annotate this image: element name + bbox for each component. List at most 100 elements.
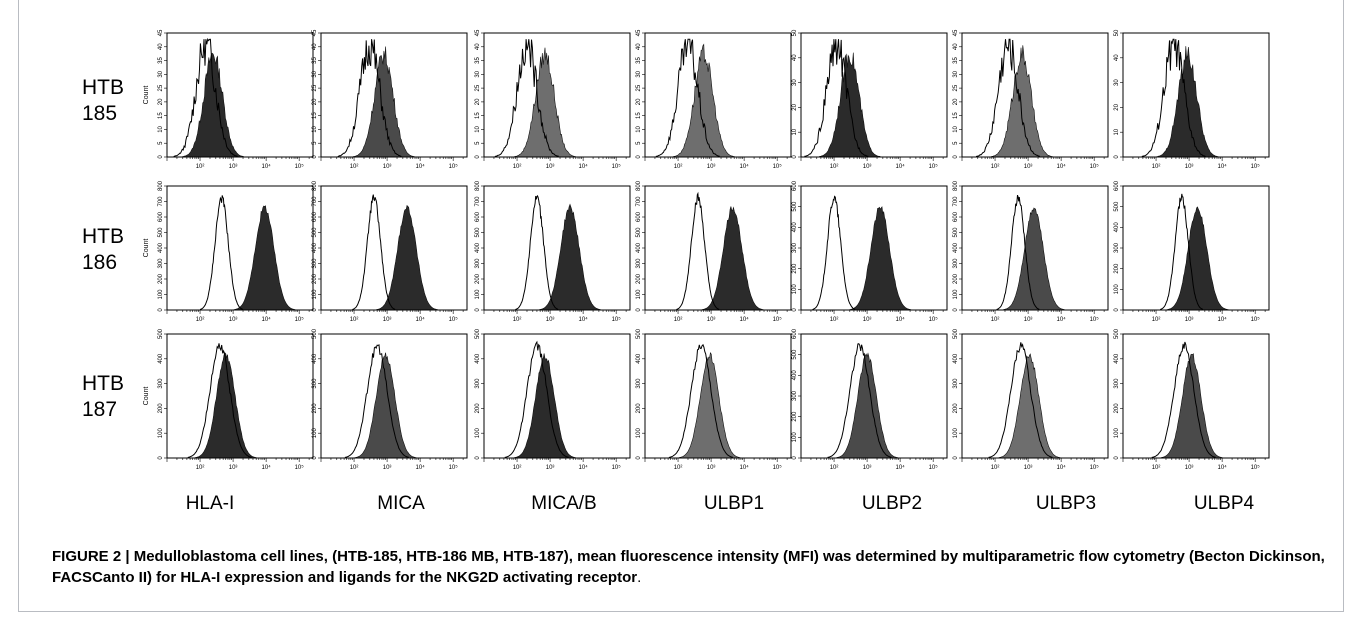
y-tick-label: 0 <box>636 308 642 312</box>
y-tick-label: 300 <box>312 378 318 389</box>
y-tick-label: 50 <box>792 29 798 36</box>
y-tick-label: 0 <box>636 155 642 159</box>
y-tick-label: 300 <box>792 390 798 401</box>
y-tick-label: 400 <box>475 242 481 253</box>
y-tick-label: 800 <box>953 180 959 191</box>
stained-histogram <box>233 205 296 311</box>
y-tick-label: 40 <box>636 43 642 50</box>
y-tick-label: 0 <box>792 155 798 159</box>
x-tick-label: 10⁵ <box>612 163 622 170</box>
y-tick-label: 30 <box>953 70 959 77</box>
histogram-htb-185-mica: 10² 10³ 10⁴ 10⁵ 0 5 10 15 20 25 30 35 40 45 <box>312 29 468 170</box>
y-tick-label: 500 <box>953 227 959 238</box>
x-tick-label: 10² <box>513 164 522 170</box>
isotype-histogram <box>344 344 410 458</box>
x-tick-label: 10⁴ <box>1056 464 1066 471</box>
y-tick-label: 200 <box>792 411 798 422</box>
column-label-mica: MICA <box>377 493 425 514</box>
y-tick-label: 25 <box>953 84 959 91</box>
y-tick-label: 200 <box>475 273 481 284</box>
y-axis-title: Count <box>143 239 150 258</box>
y-tick-label: 300 <box>158 258 164 269</box>
y-tick-label: 800 <box>312 180 318 191</box>
x-tick-label: 10⁴ <box>578 316 588 323</box>
y-tick-label: 600 <box>792 328 798 339</box>
x-tick-label: 10² <box>350 465 359 471</box>
y-tick-label: 600 <box>312 211 318 222</box>
y-tick-label: 20 <box>953 98 959 105</box>
y-axis-title: Count <box>143 86 150 105</box>
x-tick-label: 10⁵ <box>449 163 459 170</box>
y-tick-label: 200 <box>953 403 959 414</box>
y-tick-label: 45 <box>636 29 642 36</box>
stained-histogram <box>991 45 1053 158</box>
x-tick-label: 10⁵ <box>929 316 939 323</box>
y-tick-label: 300 <box>1114 242 1120 253</box>
x-tick-label: 10⁵ <box>449 316 459 323</box>
y-tick-label: 20 <box>1114 103 1120 110</box>
x-tick-label: 10² <box>674 317 683 323</box>
y-tick-label: 40 <box>1114 54 1120 61</box>
y-tick-label: 500 <box>636 328 642 339</box>
y-tick-label: 800 <box>158 180 164 191</box>
histogram-htb-186-mica: 10² 10³ 10⁴ 10⁵ 0 100 200 300 400 500 600 700 800 <box>312 180 468 323</box>
x-tick-label: 10³ <box>1024 465 1033 471</box>
y-tick-label: 500 <box>1114 201 1120 212</box>
y-tick-label: 200 <box>312 403 318 414</box>
plot-frame <box>483 333 631 459</box>
y-tick-label: 400 <box>312 242 318 253</box>
y-tick-label: 300 <box>158 378 164 389</box>
y-tick-label: 700 <box>158 196 164 207</box>
x-tick-label: 10³ <box>1024 164 1033 170</box>
stained-histogram <box>678 351 741 459</box>
x-tick-label: 10⁵ <box>1251 163 1261 170</box>
y-tick-label: 600 <box>475 211 481 222</box>
x-tick-label: 10⁴ <box>578 464 588 471</box>
y-tick-label: 0 <box>792 456 798 460</box>
x-tick-label: 10³ <box>546 465 555 471</box>
x-tick-label: 10³ <box>229 164 238 170</box>
x-tick-label: 10⁴ <box>1217 163 1227 170</box>
x-tick-label: 10⁵ <box>1090 316 1100 323</box>
y-tick-label: 400 <box>792 370 798 381</box>
y-tick-label: 600 <box>158 211 164 222</box>
x-tick-label: 10³ <box>546 317 555 323</box>
x-tick-label: 10² <box>991 164 1000 170</box>
x-tick-label: 10³ <box>707 317 716 323</box>
y-tick-label: 600 <box>792 180 798 191</box>
y-tick-label: 5 <box>475 141 481 145</box>
x-tick-label: 10² <box>1152 465 1161 471</box>
isotype-histogram <box>1160 193 1204 310</box>
y-tick-label: 30 <box>1114 79 1120 86</box>
y-tick-label: 40 <box>158 43 164 50</box>
x-tick-label: 10³ <box>863 317 872 323</box>
y-tick-label: 100 <box>312 428 318 439</box>
y-tick-label: 400 <box>792 222 798 233</box>
y-tick-label: 0 <box>312 155 318 159</box>
y-tick-label: 300 <box>953 258 959 269</box>
y-tick-label: 200 <box>953 273 959 284</box>
plot-frame <box>166 185 314 311</box>
histogram-htb-185-ulbp1: 10² 10³ 10⁴ 10⁵ 0 5 10 15 20 25 30 35 40 45 <box>636 29 792 170</box>
plot-frame <box>166 32 314 158</box>
stained-histogram <box>354 352 417 459</box>
y-tick-label: 100 <box>158 428 164 439</box>
y-tick-label: 20 <box>475 98 481 105</box>
y-tick-label: 800 <box>475 180 481 191</box>
x-tick-label: 10⁴ <box>739 163 749 170</box>
stained-histogram <box>998 353 1061 459</box>
x-tick-label: 10⁴ <box>578 163 588 170</box>
y-tick-label: 100 <box>636 289 642 300</box>
y-tick-label: 40 <box>312 43 318 50</box>
histogram-htb-186-hla-i: 10² 10³ 10⁴ 10⁵ 0 100 200 300 400 500 600 700 800 Cou… <box>143 180 314 323</box>
y-tick-label: 400 <box>1114 222 1120 233</box>
x-tick-label: 10⁵ <box>295 464 305 471</box>
y-tick-label: 500 <box>475 328 481 339</box>
row-label-htb185: HTB 185 <box>82 76 124 125</box>
stained-histogram <box>672 43 735 158</box>
y-tick-label: 500 <box>312 227 318 238</box>
y-tick-label: 30 <box>312 70 318 77</box>
x-tick-label: 10² <box>513 465 522 471</box>
x-tick-label: 10² <box>350 164 359 170</box>
x-tick-label: 10⁴ <box>1056 316 1066 323</box>
